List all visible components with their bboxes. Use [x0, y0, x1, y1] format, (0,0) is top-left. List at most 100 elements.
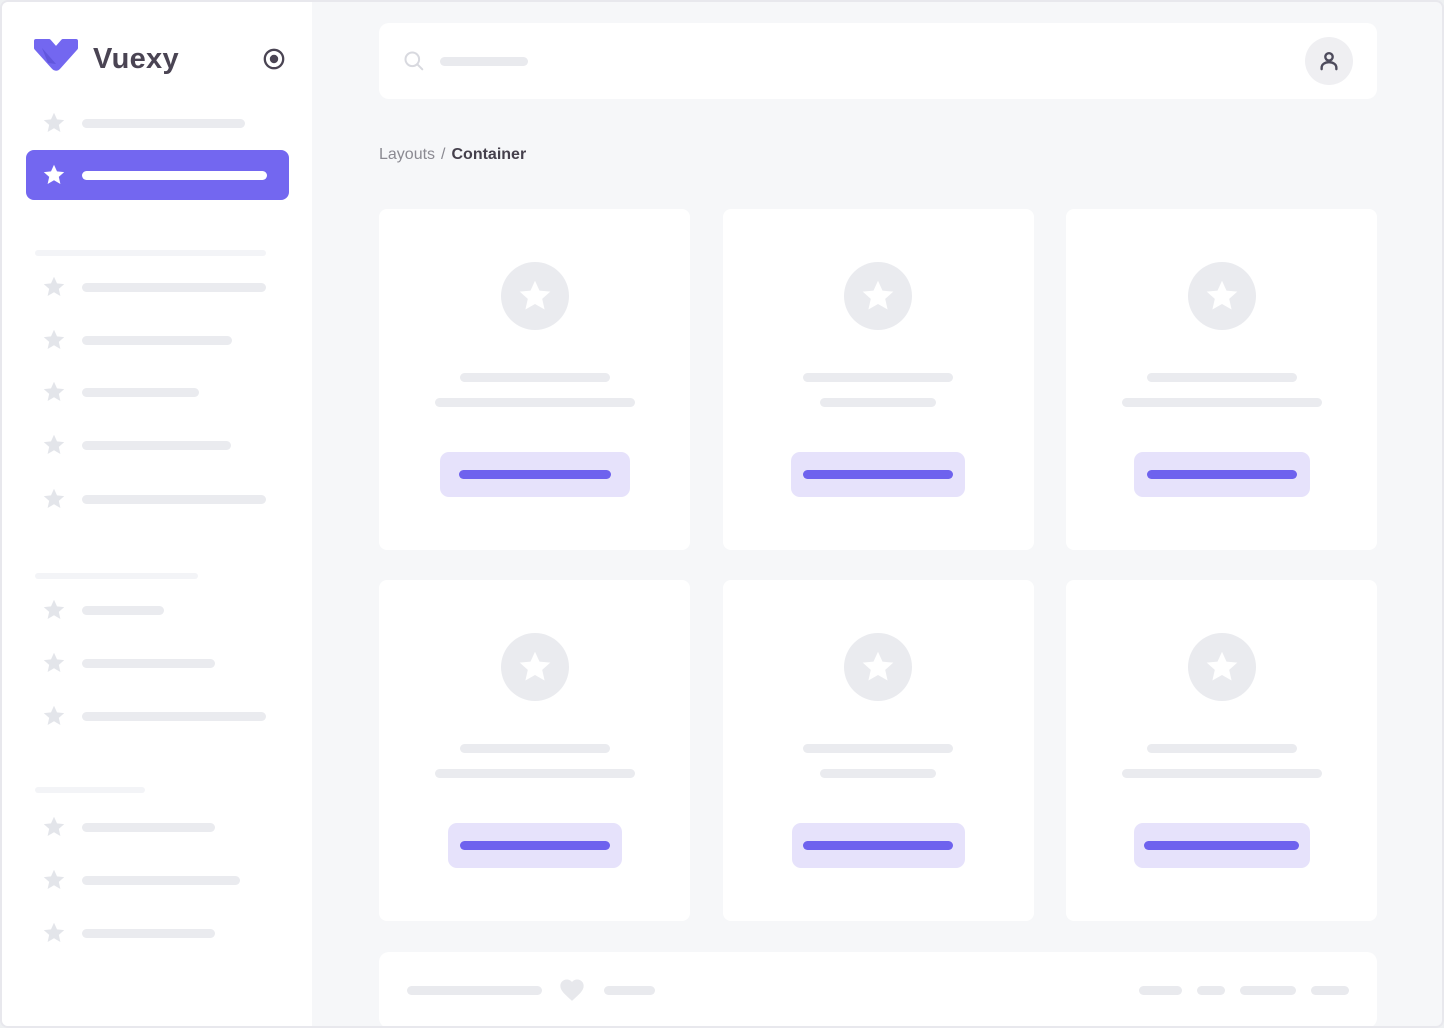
button-label-placeholder — [1144, 841, 1299, 850]
footer-links-group — [1139, 985, 1349, 995]
text-placeholder-line — [459, 744, 610, 753]
star-icon — [519, 280, 550, 310]
menu-label-placeholder — [82, 928, 215, 938]
star-icon — [43, 599, 65, 619]
text-placeholder-line — [820, 769, 936, 778]
star-icon — [43, 816, 65, 836]
sidebar-item[interactable] — [42, 274, 266, 300]
star-icon — [43, 164, 65, 184]
sidebar-item[interactable] — [42, 920, 215, 946]
sidebar-item[interactable] — [42, 650, 215, 676]
search-placeholder-bar — [440, 56, 528, 66]
user-icon — [1320, 52, 1338, 71]
star-icon — [43, 381, 65, 401]
app-title: Vuexy — [93, 42, 179, 75]
radio-dot-icon — [263, 48, 285, 70]
menu-label-placeholder — [82, 875, 240, 885]
menu-label-placeholder — [82, 711, 266, 721]
menu-label-placeholder — [82, 440, 231, 450]
sidebar-item[interactable] — [42, 814, 215, 840]
breadcrumb: Layouts / Container — [379, 146, 526, 164]
sidebar-item[interactable] — [42, 703, 266, 729]
breadcrumb-trail[interactable]: Layouts — [379, 146, 436, 163]
text-placeholder-line — [1146, 744, 1297, 753]
star-icon — [43, 434, 65, 454]
footer-link-placeholder[interactable] — [1311, 985, 1349, 995]
breadcrumb-current: Container — [451, 146, 527, 163]
card-action-button[interactable] — [791, 452, 965, 497]
text-placeholder-line — [820, 398, 936, 407]
footer-link-placeholder[interactable] — [1139, 985, 1182, 995]
menu-label-placeholder — [82, 494, 266, 504]
menu-section-divider — [35, 573, 198, 579]
menu-label-placeholder — [82, 822, 215, 832]
placeholder-card — [379, 580, 690, 921]
card-grid — [379, 209, 1377, 921]
search-icon — [404, 51, 424, 71]
button-label-placeholder — [1146, 470, 1297, 479]
sidebar-menu — [2, 2, 312, 1026]
card-action-button[interactable] — [439, 452, 630, 497]
card-action-button[interactable] — [1133, 452, 1310, 497]
placeholder-card — [722, 209, 1034, 550]
menu-label-placeholder — [82, 387, 199, 397]
image-placeholder-circle — [500, 262, 569, 330]
footer-link-placeholder[interactable] — [1197, 985, 1225, 995]
placeholder-card — [1066, 209, 1377, 550]
sidebar-item[interactable] — [42, 379, 199, 405]
menu-label-placeholder — [82, 335, 232, 345]
footer-card — [379, 952, 1377, 1026]
menu-label-placeholder — [82, 282, 266, 292]
footer-link-placeholder[interactable] — [1240, 985, 1296, 995]
star-icon — [1206, 280, 1237, 310]
sidebar: Vuexy — [2, 2, 312, 1026]
text-placeholder-line — [803, 373, 953, 382]
button-label-placeholder — [458, 470, 611, 479]
card-action-button[interactable] — [1133, 823, 1310, 868]
text-placeholder-line — [434, 398, 635, 407]
text-placeholder-line — [1121, 398, 1322, 407]
placeholder-card — [1066, 580, 1377, 921]
star-icon — [43, 922, 65, 942]
sidebar-item[interactable] — [42, 110, 245, 136]
breadcrumb-separator: / — [441, 146, 446, 163]
sidebar-item[interactable] — [42, 486, 266, 512]
sidebar-item-active[interactable] — [26, 150, 289, 200]
user-avatar[interactable] — [1305, 37, 1353, 85]
text-placeholder-line — [459, 373, 610, 382]
menu-label-placeholder — [82, 658, 215, 668]
menu-label-placeholder — [82, 118, 245, 128]
star-icon — [862, 651, 894, 681]
card-action-button[interactable] — [447, 823, 622, 868]
image-placeholder-circle — [1187, 262, 1256, 330]
image-placeholder-circle — [1187, 633, 1256, 701]
menu-label-placeholder — [82, 170, 267, 180]
star-icon — [43, 652, 65, 672]
menu-label-placeholder — [82, 605, 164, 615]
text-placeholder-line — [434, 769, 635, 778]
footer-text-placeholder — [407, 985, 542, 995]
vuexy-logo-icon — [34, 39, 78, 71]
image-placeholder-circle — [844, 633, 912, 701]
sidebar-item[interactable] — [42, 597, 164, 623]
search-bar[interactable] — [379, 23, 1377, 99]
sidebar-item[interactable] — [42, 867, 240, 893]
star-icon — [43, 705, 65, 725]
image-placeholder-circle — [500, 633, 569, 701]
menu-section-divider — [35, 787, 145, 793]
logo-row: Vuexy — [32, 37, 286, 81]
button-label-placeholder — [803, 470, 953, 479]
menu-pin-toggle[interactable] — [262, 47, 286, 71]
star-icon — [862, 280, 894, 310]
card-action-button[interactable] — [791, 823, 965, 868]
star-icon — [43, 112, 65, 132]
image-placeholder-circle — [844, 262, 912, 330]
sidebar-item[interactable] — [42, 432, 231, 458]
sidebar-item[interactable] — [42, 327, 232, 353]
button-label-placeholder — [803, 841, 953, 850]
heart-icon[interactable] — [558, 976, 586, 1004]
star-icon — [43, 488, 65, 508]
placeholder-card — [722, 580, 1034, 921]
text-placeholder-line — [1121, 769, 1322, 778]
